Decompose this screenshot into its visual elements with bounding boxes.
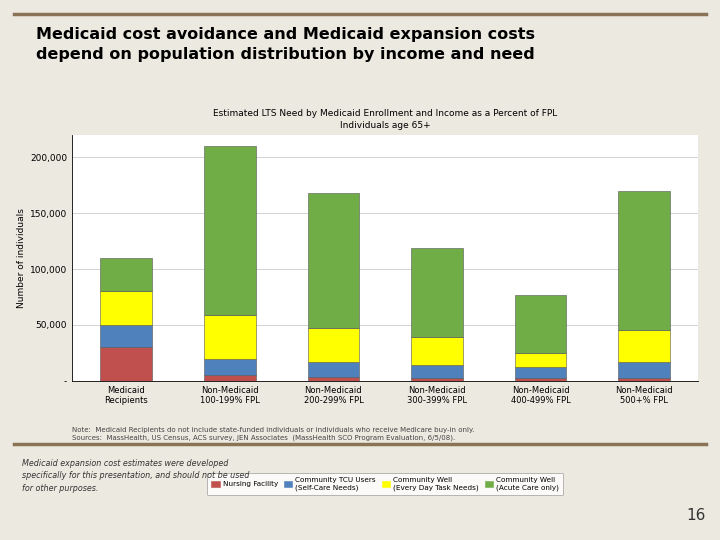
Bar [411, 365, 463, 379]
Bar [204, 360, 256, 375]
Bar [307, 377, 359, 381]
Text: 16: 16 [686, 508, 706, 523]
Bar [307, 362, 359, 377]
Bar [204, 315, 256, 360]
Bar [618, 362, 670, 379]
Text: Note:  Medicaid Recipients do not include state-funded individuals or individual: Note: Medicaid Recipients do not include… [72, 427, 474, 441]
Bar [307, 328, 359, 362]
Text: Medicaid cost avoidance and Medicaid expansion costs
depend on population distri: Medicaid cost avoidance and Medicaid exp… [36, 26, 535, 62]
Bar [101, 258, 152, 292]
Bar [204, 375, 256, 381]
Bar [618, 330, 670, 362]
Legend: Nursing Facility, Community TCU Users
(Self-Care Needs), Community Well
(Every D: Nursing Facility, Community TCU Users (S… [207, 473, 564, 495]
Bar [515, 353, 567, 367]
Title: Estimated LTS Need by Medicaid Enrollment and Income as a Percent of FPL
Individ: Estimated LTS Need by Medicaid Enrollmen… [213, 109, 557, 130]
Bar [618, 379, 670, 381]
Bar [411, 337, 463, 365]
Bar [411, 248, 463, 337]
Bar [515, 367, 567, 379]
Bar [307, 193, 359, 328]
Bar [204, 146, 256, 315]
Bar [101, 292, 152, 325]
Bar [101, 347, 152, 381]
Text: Medicaid expansion cost estimates were developed
specifically for this presentat: Medicaid expansion cost estimates were d… [22, 459, 249, 493]
Bar [411, 379, 463, 381]
Bar [101, 325, 152, 347]
Bar [515, 379, 567, 381]
Y-axis label: Number of individuals: Number of individuals [17, 208, 26, 308]
Bar [515, 295, 567, 353]
Bar [618, 191, 670, 330]
